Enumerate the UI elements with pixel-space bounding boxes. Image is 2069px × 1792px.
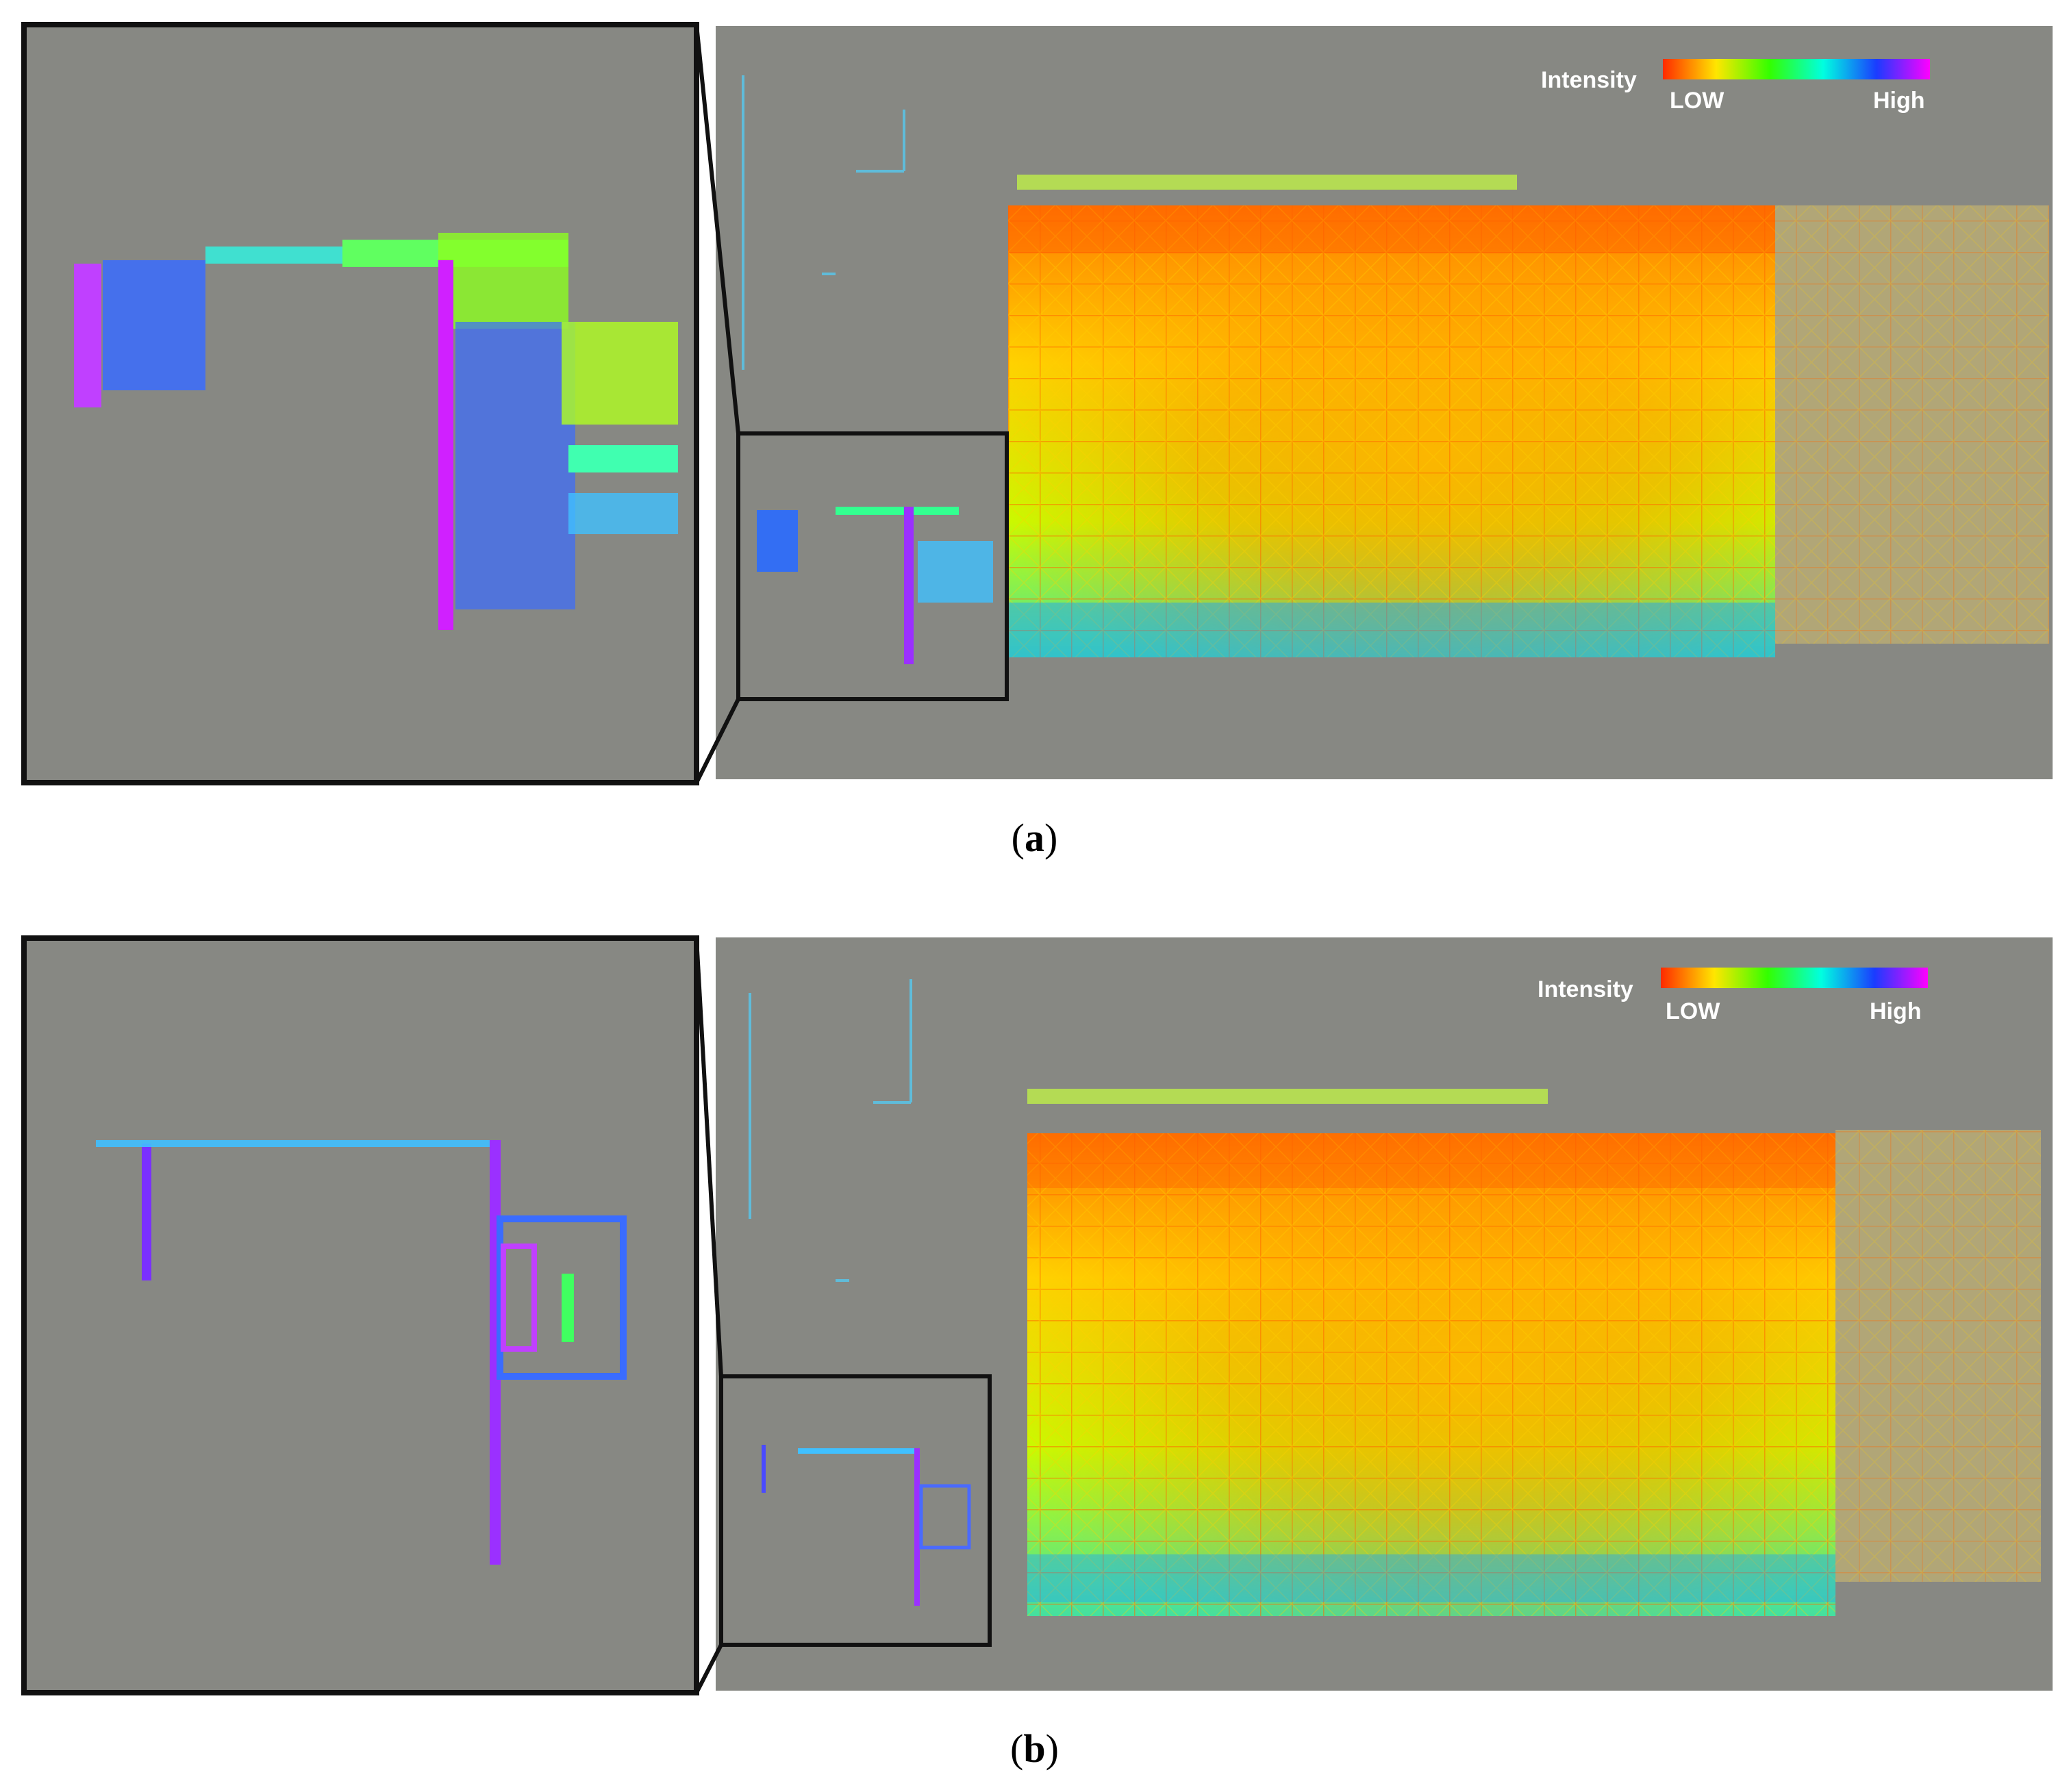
scattered-points-b <box>749 979 912 1282</box>
legend-colorbar-a <box>1663 59 1930 79</box>
caption-a: (a) <box>1011 816 1058 860</box>
warehouse-point-cloud-b <box>1027 1130 2041 1616</box>
panel-b: Intensity LOW High (b) <box>0 911 2069 1792</box>
legend-low-label-b: LOW <box>1666 998 1720 1024</box>
zoom-inset-cloud-b <box>96 1140 627 1565</box>
legend-high-label-a: High <box>1873 88 1925 114</box>
zoom-inset-cloud-a <box>74 233 678 630</box>
zoom-line-bottom-b <box>694 1643 723 1694</box>
zoom-inset-b <box>21 935 699 1695</box>
point-cloud-rail-a <box>1017 175 1517 190</box>
inset-mini-cloud-b <box>762 1445 971 1606</box>
legend-high-label-b: High <box>1870 998 1922 1024</box>
point-cloud-rail-b <box>1027 1089 1548 1104</box>
warehouse-point-cloud-a <box>1008 205 2049 657</box>
panel-b-graphic <box>21 935 2053 1695</box>
legend-title-b: Intensity <box>1538 976 1633 1002</box>
zoom-line-top-b <box>694 937 723 1377</box>
inset-mini-cloud-a <box>757 507 993 664</box>
zoom-line-top-a <box>694 24 740 434</box>
legend-colorbar-b <box>1661 968 1928 988</box>
inset-box-b <box>719 1374 992 1647</box>
legend-low-label-a: LOW <box>1670 88 1725 114</box>
inset-box-a <box>736 431 1009 701</box>
zoom-line-bottom-a <box>694 698 740 784</box>
caption-b: (b) <box>1010 1726 1059 1771</box>
panel-a-graphic <box>21 22 2053 785</box>
panel-a: Intensity LOW High (a) <box>0 0 2069 890</box>
scattered-points-a <box>742 75 905 370</box>
legend-title-a: Intensity <box>1541 67 1637 93</box>
